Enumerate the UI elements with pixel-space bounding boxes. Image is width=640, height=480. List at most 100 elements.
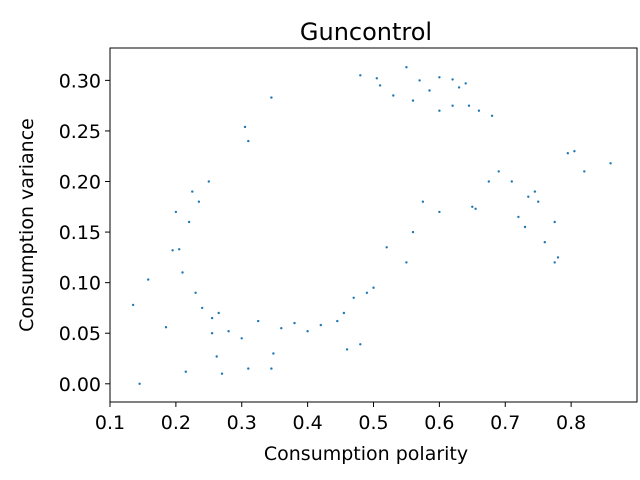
data-point xyxy=(517,215,520,219)
data-point xyxy=(181,271,184,274)
y-tick-label: 0.10 xyxy=(59,273,101,295)
data-point xyxy=(171,249,174,252)
data-point xyxy=(131,303,135,307)
data-point xyxy=(392,94,395,97)
data-point xyxy=(247,367,250,370)
data-point xyxy=(336,319,339,323)
x-tick-label: 0.5 xyxy=(358,412,388,434)
data-point xyxy=(566,152,569,155)
data-point xyxy=(411,99,415,102)
data-point xyxy=(375,77,378,80)
data-point xyxy=(293,321,296,325)
data-point xyxy=(197,200,201,203)
data-point xyxy=(583,170,586,173)
data-point xyxy=(527,195,530,198)
data-point xyxy=(428,89,431,92)
data-point xyxy=(270,96,273,99)
x-tick-label: 0.8 xyxy=(556,412,586,434)
data-point xyxy=(438,109,441,112)
x-tick-label: 0.1 xyxy=(95,412,125,434)
data-point xyxy=(523,225,527,229)
data-point xyxy=(257,319,260,323)
data-point xyxy=(227,330,230,333)
data-point xyxy=(405,66,408,69)
y-tick-label: 0.00 xyxy=(59,374,101,396)
chart-title: Guncontrol xyxy=(300,18,432,46)
data-point xyxy=(421,200,425,203)
y-tick-label: 0.30 xyxy=(59,70,101,92)
data-point xyxy=(184,370,187,373)
data-point xyxy=(138,382,141,385)
data-point xyxy=(474,207,477,210)
data-point xyxy=(147,278,150,281)
data-point xyxy=(372,286,375,289)
data-point xyxy=(537,200,540,203)
y-tick-label: 0.20 xyxy=(59,172,101,194)
y-tick-label: 0.15 xyxy=(59,222,101,244)
data-point xyxy=(194,291,197,294)
y-tick-label: 0.05 xyxy=(59,323,101,345)
data-point xyxy=(243,125,247,129)
data-point xyxy=(201,306,204,310)
data-point xyxy=(178,248,181,251)
data-point xyxy=(217,311,220,315)
data-point xyxy=(306,330,309,333)
data-point xyxy=(164,326,168,329)
data-point xyxy=(210,316,214,320)
y-axis-label: Consumption variance xyxy=(16,118,38,332)
x-tick-label: 0.7 xyxy=(490,412,520,434)
data-point xyxy=(457,86,461,89)
data-point xyxy=(477,109,481,112)
data-point xyxy=(451,78,454,81)
data-point xyxy=(352,296,355,299)
data-point xyxy=(471,205,474,208)
x-tick-label: 0.2 xyxy=(161,412,191,434)
data-point xyxy=(418,79,421,82)
data-point xyxy=(533,190,537,193)
data-point xyxy=(490,114,494,118)
data-point xyxy=(497,170,500,173)
data-point xyxy=(553,220,556,224)
data-point xyxy=(272,352,275,355)
data-point xyxy=(405,261,408,264)
data-point xyxy=(207,180,210,183)
data-point xyxy=(556,256,560,259)
data-point xyxy=(487,180,490,183)
data-point xyxy=(210,332,214,335)
data-point xyxy=(359,343,362,346)
data-point xyxy=(280,327,283,330)
data-point xyxy=(187,220,191,224)
data-point xyxy=(464,82,467,85)
x-axis-ticks: 0.1 0.2 0.3 0.4 0.5 0.6 0.7 0.8 xyxy=(95,402,586,434)
data-point xyxy=(609,162,612,165)
data-point xyxy=(365,291,369,294)
data-point xyxy=(270,367,273,370)
data-point xyxy=(174,210,178,214)
x-tick-label: 0.3 xyxy=(227,412,257,434)
data-point xyxy=(510,180,513,183)
y-tick-label: 0.25 xyxy=(59,121,101,143)
data-point xyxy=(573,150,576,153)
data-point xyxy=(345,348,349,351)
data-point xyxy=(247,139,250,143)
data-point xyxy=(451,104,454,107)
y-axis-ticks: 0.00 0.05 0.10 0.15 0.20 0.25 0.30 xyxy=(59,70,110,396)
data-point xyxy=(359,74,362,77)
data-point xyxy=(378,84,382,87)
data-point xyxy=(215,355,218,358)
data-point xyxy=(438,76,441,79)
data-point xyxy=(438,210,441,214)
data-point xyxy=(191,190,194,193)
plot-frame xyxy=(109,47,638,403)
data-point xyxy=(385,246,388,249)
scatter-points xyxy=(131,66,612,385)
data-point xyxy=(220,372,224,375)
data-point xyxy=(543,241,546,244)
data-point xyxy=(411,230,415,234)
x-tick-label: 0.6 xyxy=(424,412,454,434)
data-point xyxy=(240,337,243,340)
data-point xyxy=(553,261,556,264)
data-point xyxy=(319,323,322,327)
x-axis-label: Consumption polarity xyxy=(264,443,468,465)
